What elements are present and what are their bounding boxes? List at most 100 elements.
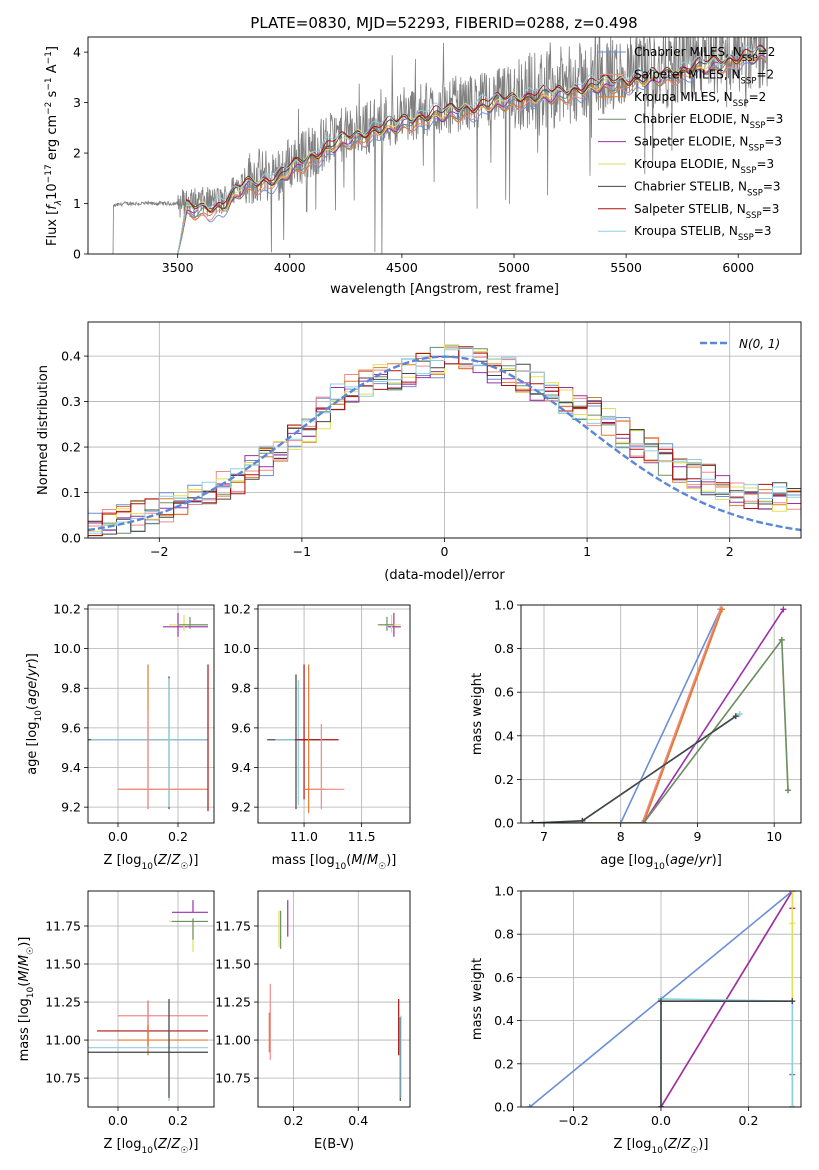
cumulative-marker <box>789 998 796 1005</box>
mass_vs_Z-ylabel: mass [log10(M/M☉)] <box>17 937 36 1062</box>
cumulative-marker <box>639 820 646 823</box>
cumulative-marker <box>658 1104 664 1107</box>
y-tick-label: 9.6 <box>231 720 251 735</box>
y-tick-label: 0.2 <box>61 440 81 455</box>
y-tick-label: 10.2 <box>53 601 81 616</box>
y-tick-label: 10.0 <box>53 641 81 656</box>
cumulative-series-6 <box>532 637 789 823</box>
y-tick-label: 9.2 <box>231 800 251 815</box>
spectrum-legend: Chabrier MILES, NSSP=2 Salpeter MILES, NS… <box>598 45 783 243</box>
x-tick-label: 0.0 <box>108 1113 128 1128</box>
model-line-1 <box>177 54 767 254</box>
axes-frame-spectrum <box>87 36 802 255</box>
model-line-8 <box>177 44 767 254</box>
histogram-series-9 <box>88 347 801 534</box>
y-tick-label: 11.25 <box>215 995 251 1010</box>
y-tick-label: 11.50 <box>215 957 251 972</box>
y-tick-label: 0.4 <box>61 349 81 364</box>
y-tick-label: 3 <box>73 95 81 110</box>
cumulative-series-2 <box>532 609 722 823</box>
y-tick-label: 2 <box>73 146 81 161</box>
x-tick-label: 6000 <box>722 260 754 275</box>
y-tick-label: 10.0 <box>223 641 251 656</box>
gaussian-curve <box>88 355 801 532</box>
axes-frame-mass_vs_Z <box>87 890 215 1108</box>
y-tick-label: 9.4 <box>61 760 81 775</box>
cumulative-series-6 <box>660 998 794 1107</box>
axes-age_vs_mass: 11.0 11.5 9.2 9.4 9.6 9.8 10.0 10.2 <box>223 601 410 844</box>
mass_vs_Z-xlabel: Z [log10(Z/Z☉)] <box>104 1137 199 1156</box>
axes-cum_age: 7 8 9 10 0.0 0.2 0.4 0.6 0.8 1.0 <box>494 598 801 844</box>
spectrum-ylabel: Flux [fλ10−17 erg cm−2 s−1 A−1] <box>44 46 64 246</box>
y-tick-label: 9.8 <box>231 681 251 696</box>
y-tick-label: 0.0 <box>494 816 514 831</box>
cumulative-marker <box>784 787 791 794</box>
axes-frame-age_vs_Z <box>87 604 215 824</box>
cum_age-xlabel: age [log10(age/yr)] <box>600 853 722 872</box>
cumulative-series-1 <box>532 609 722 823</box>
axes-spectrum: 3500 4000 4500 5000 5500 6000 0 1 2 3 4 <box>73 45 754 275</box>
x-tick-label: 4000 <box>274 260 306 275</box>
residuals-legend: N(0, 1) <box>700 337 780 351</box>
y-tick-label: 9.4 <box>231 760 251 775</box>
legend-entry: N(0, 1) <box>739 337 780 351</box>
y-tick-label: 11.50 <box>45 957 81 972</box>
y-tick-label: 0.6 <box>494 685 514 700</box>
y-tick-label: 4 <box>73 45 81 60</box>
axes-cum_Z: −0.2 0.0 0.2 0.0 0.2 0.4 0.6 0.8 1.0 <box>494 884 801 1128</box>
legend-entry: Salpeter MILES, NSSP=2 <box>634 67 774 86</box>
y-tick-label: 9.6 <box>61 720 81 735</box>
y-tick-label: 9.8 <box>61 681 81 696</box>
cumulative-marker <box>658 998 664 1005</box>
y-tick-label: 11.00 <box>45 1033 81 1048</box>
x-tick-label: 0.0 <box>651 1113 671 1128</box>
y-tick-label: 0.0 <box>494 1100 514 1115</box>
x-tick-label: 9 <box>693 829 701 844</box>
cum_Z-lines <box>526 891 796 1107</box>
y-tick-label: 0.8 <box>494 927 514 942</box>
y-tick-label: 0.2 <box>494 1056 514 1071</box>
x-tick-label: 0.4 <box>348 1113 368 1128</box>
cumulative-series-5 <box>532 637 789 823</box>
legend-entry: Kroupa STELIB, NSSP=3 <box>634 224 772 243</box>
cum_Z-xlabel: Z [log10(Z/Z☉)] <box>614 1137 709 1156</box>
x-tick-label: 0.0 <box>108 829 128 844</box>
age_vs_mass-errorbars <box>267 612 401 814</box>
cumulative-series-7 <box>532 713 741 823</box>
x-tick-label: −0.2 <box>558 1113 588 1128</box>
y-tick-label: 0.0 <box>61 531 81 546</box>
cumulative-series-8 <box>532 715 737 823</box>
mass_vs_ebv-errorbars <box>268 900 402 1101</box>
figure-title: PLATE=0830, MJD=52293, FIBERID=0288, z=0… <box>250 14 637 32</box>
axes-residuals: −2 −1 0 1 2 0.0 0.1 0.2 0.3 0.4 <box>61 322 801 559</box>
y-tick-label: 1.0 <box>494 598 514 613</box>
cumulative-marker <box>789 920 796 927</box>
x-tick-label: 0.2 <box>168 1113 188 1128</box>
cumulative-marker <box>778 636 785 643</box>
x-tick-label: 8 <box>617 829 625 844</box>
cumulative-series-7 <box>660 1000 793 1107</box>
cumulative-marker <box>780 606 787 613</box>
legend-entry: Kroupa ELODIE, NSSP=3 <box>634 157 774 176</box>
y-tick-label: 0.2 <box>494 772 514 787</box>
age_vs_mass-xlabel: mass [log10(M/M☉)] <box>272 853 397 872</box>
x-tick-label: 11.5 <box>348 829 376 844</box>
axes-age_vs_Z: 0.0 0.2 9.2 9.4 9.6 9.8 10.0 10.2 <box>53 601 214 844</box>
y-tick-label: 0.3 <box>61 394 81 409</box>
x-tick-label: 3500 <box>162 260 194 275</box>
y-tick-label: 10.75 <box>215 1071 251 1086</box>
axes-mass_vs_Z: 0.0 0.2 10.75 11.00 11.25 11.50 11.75 <box>45 891 214 1128</box>
cum_age-lines <box>529 606 791 823</box>
cumulative-series-4 <box>532 608 785 823</box>
axes-frame-age_vs_mass <box>257 604 411 824</box>
x-tick-label: 7 <box>540 829 548 844</box>
axes-frame-mass_vs_ebv <box>257 890 411 1108</box>
legend-entry: Chabrier STELIB, NSSP=3 <box>634 179 781 198</box>
residuals-ylabel: Normed distribution <box>36 365 51 495</box>
y-tick-label: 11.75 <box>215 918 251 933</box>
x-tick-label: 0.2 <box>284 1113 304 1128</box>
x-tick-label: 4500 <box>386 260 418 275</box>
y-tick-label: 10.2 <box>223 601 251 616</box>
x-tick-label: 2 <box>726 544 734 559</box>
